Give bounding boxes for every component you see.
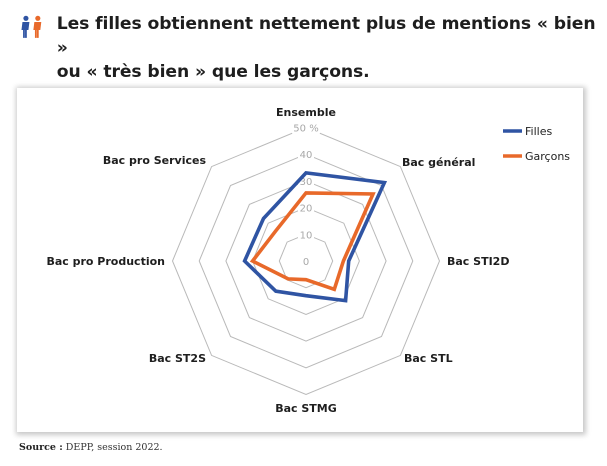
legend: Filles Garçons — [503, 125, 570, 163]
grid-ring-40 — [198, 153, 414, 369]
tick-label-10: 10 — [300, 230, 313, 241]
tick-label-bg — [292, 120, 320, 134]
axis-label-6: Bac pro Production — [46, 255, 165, 268]
grid-ring-50 — [171, 126, 441, 396]
tick-label-40: 40 — [300, 150, 313, 161]
axis-label-7: Bac pro Services — [103, 154, 207, 167]
tick-label-20: 20 — [300, 204, 313, 215]
grid-ring-20 — [252, 207, 360, 315]
tick-labels: 0 10 20 30 40 50 % — [292, 120, 320, 268]
axis-label-1: Bac général — [402, 156, 475, 169]
series-layer — [242, 171, 388, 303]
tick-label-bg — [298, 254, 314, 267]
grid-ring-30 — [225, 180, 387, 342]
people-pair-icon — [21, 15, 42, 38]
grid-ring-10 — [278, 233, 334, 289]
tick-label-bg — [298, 227, 314, 241]
chart-title-line-1: Les filles obtiennent nettement plus de … — [56, 14, 596, 58]
tick-label-30: 30 — [300, 177, 313, 188]
source-label: Source : — [19, 442, 63, 453]
grid-layer — [171, 126, 441, 396]
axis-label-4: Bac STMG — [275, 402, 337, 415]
chart-title: Les filles obtiennent nettement plus de … — [57, 12, 607, 84]
axis-label-5: Bac ST2S — [149, 352, 206, 365]
tick-label-0: 0 — [303, 257, 309, 268]
axis-label-2: Bac STI2D — [447, 255, 509, 268]
source-text: DEPP, session 2022. — [62, 442, 163, 453]
tick-label-bg — [298, 147, 314, 161]
axis-label-3: Bac STL — [404, 352, 453, 365]
tick-label-bg — [298, 200, 314, 214]
axis-labels: Ensemble Bac général Bac STI2D Bac STL Bac S… — [46, 106, 509, 415]
chart-title-line-2: ou « très bien » que les garçons. — [56, 62, 370, 82]
source-note: Source : DEPP, session 2022. — [19, 442, 163, 453]
chart-header: Les filles obtiennent nettement plus de … — [19, 12, 607, 84]
tick-label-50: 50 % — [293, 124, 318, 135]
axis-label-0: Ensemble — [276, 106, 336, 119]
legend-label-filles: Filles — [525, 125, 552, 138]
legend-label-garcons: Garçons — [525, 150, 570, 163]
